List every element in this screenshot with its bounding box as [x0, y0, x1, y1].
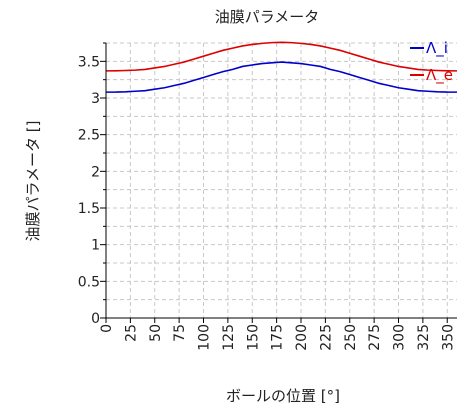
- x-tick-label: 100: [197, 324, 213, 351]
- x-tick-label: 250: [343, 324, 359, 351]
- x-tick-label: 200: [294, 324, 310, 351]
- legend-label: Λ_e: [426, 66, 453, 85]
- x-tick-label: 275: [367, 324, 383, 351]
- x-axis-label: ボールの位置 [°]: [226, 387, 340, 405]
- x-tick-label: 350: [440, 324, 456, 351]
- x-tick-label: 75: [172, 324, 188, 342]
- series-lines: [105, 41, 458, 93]
- x-tick-label: 0: [99, 324, 115, 333]
- y-tick-label: 2.5: [78, 128, 100, 144]
- legend-label: Λ_i: [426, 39, 448, 58]
- y-tick-label: 3: [91, 91, 100, 107]
- x-tick-label: 150: [245, 324, 261, 351]
- chart-title: 油膜パラメータ: [215, 8, 320, 26]
- x-tick-label: 225: [318, 324, 334, 351]
- x-tick-label: 50: [148, 324, 164, 342]
- x-tick-label: 325: [416, 324, 432, 351]
- y-axis-label: 油膜パラメータ []: [24, 120, 42, 241]
- grid: [105, 42, 457, 318]
- ticks: 0 0.5 1 1.5 2 2.5 3 3.5 0 25 50 75 100 125 150 175 200 22…: [78, 42, 456, 351]
- series-line: [105, 41, 458, 72]
- x-tick-label: 300: [392, 324, 408, 351]
- y-tick-label: 2: [91, 164, 100, 180]
- x-tick-label: 125: [221, 324, 237, 351]
- legend: Λ_i Λ_e: [410, 39, 453, 85]
- series-line: [105, 61, 458, 93]
- y-tick-label: 3.5: [78, 54, 100, 70]
- x-tick-label: 25: [123, 324, 139, 342]
- y-tick-label: 1.5: [78, 201, 100, 217]
- y-tick-label: 0.5: [78, 274, 100, 290]
- y-tick-label: 0: [91, 311, 100, 327]
- y-tick-label: 1: [91, 238, 100, 254]
- x-tick-label: 175: [270, 324, 286, 351]
